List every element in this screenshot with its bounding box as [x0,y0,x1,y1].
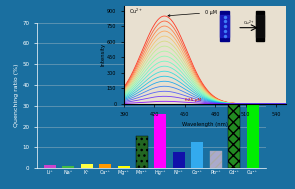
Bar [136,136,148,168]
Bar [99,164,111,168]
Bar [228,33,240,168]
X-axis label: Wavelength (nm): Wavelength (nm) [182,122,228,127]
Text: 625 μM: 625 μM [185,98,201,102]
Bar [62,166,74,168]
Y-axis label: Quenching ratio (%): Quenching ratio (%) [14,64,19,127]
Bar [247,33,259,168]
Bar [220,15,229,37]
Bar [154,114,166,168]
Text: 0 μM: 0 μM [168,10,217,17]
Text: Cu$^{2+}$: Cu$^{2+}$ [129,7,143,16]
Bar [256,15,264,37]
Y-axis label: Intensity: Intensity [101,43,106,66]
Bar [44,165,56,168]
Bar [117,166,130,168]
Bar [191,142,203,168]
Bar [210,150,222,168]
Bar [81,164,93,168]
Bar [173,152,185,168]
Bar [256,11,264,41]
Text: Cu$^{2+}$: Cu$^{2+}$ [243,19,255,28]
Bar [220,11,229,41]
